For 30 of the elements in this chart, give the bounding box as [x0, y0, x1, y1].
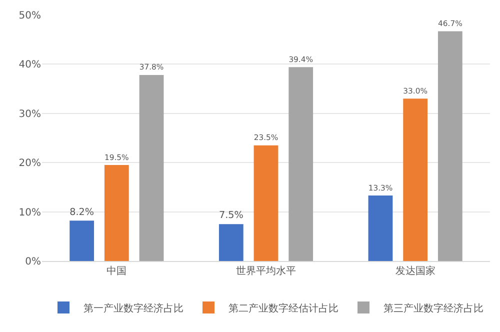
bar	[104, 165, 129, 261]
legend-label: 第三产业数字经济占比	[384, 302, 484, 314]
data-label: 39.4%	[288, 54, 314, 64]
data-label: 33.0%	[403, 86, 428, 96]
bar	[70, 220, 94, 261]
x-tick-label: 发达国家	[395, 265, 436, 277]
y-tick-label: 40%	[18, 60, 41, 71]
y-tick-label: 0%	[25, 256, 41, 268]
data-label: 37.8%	[139, 62, 164, 72]
bar	[368, 196, 393, 261]
data-label: 7.5%	[218, 210, 244, 222]
legend-label: 第二产业数字经估计占比	[228, 302, 338, 314]
x-tick-label: 世界平均水平	[236, 265, 296, 277]
data-label: 8.2%	[70, 206, 94, 218]
data-label: 19.5%	[104, 152, 129, 162]
y-tick-label: 20%	[18, 158, 41, 170]
bar	[139, 75, 164, 261]
legend-label: 第一产业数字经济占比	[84, 302, 184, 314]
bar	[288, 67, 314, 261]
data-label: 23.5%	[254, 133, 278, 142]
y-tick-label: 10%	[18, 207, 41, 218]
bar	[254, 145, 278, 261]
data-label: 46.7%	[438, 18, 462, 28]
y-tick-label: 30%	[18, 108, 41, 120]
data-label: 13.3%	[368, 183, 393, 192]
bar	[438, 31, 462, 261]
bar	[218, 224, 244, 261]
y-tick-label: 50%	[18, 10, 41, 22]
bar	[403, 98, 428, 261]
x-tick-label: 中国	[106, 265, 127, 277]
